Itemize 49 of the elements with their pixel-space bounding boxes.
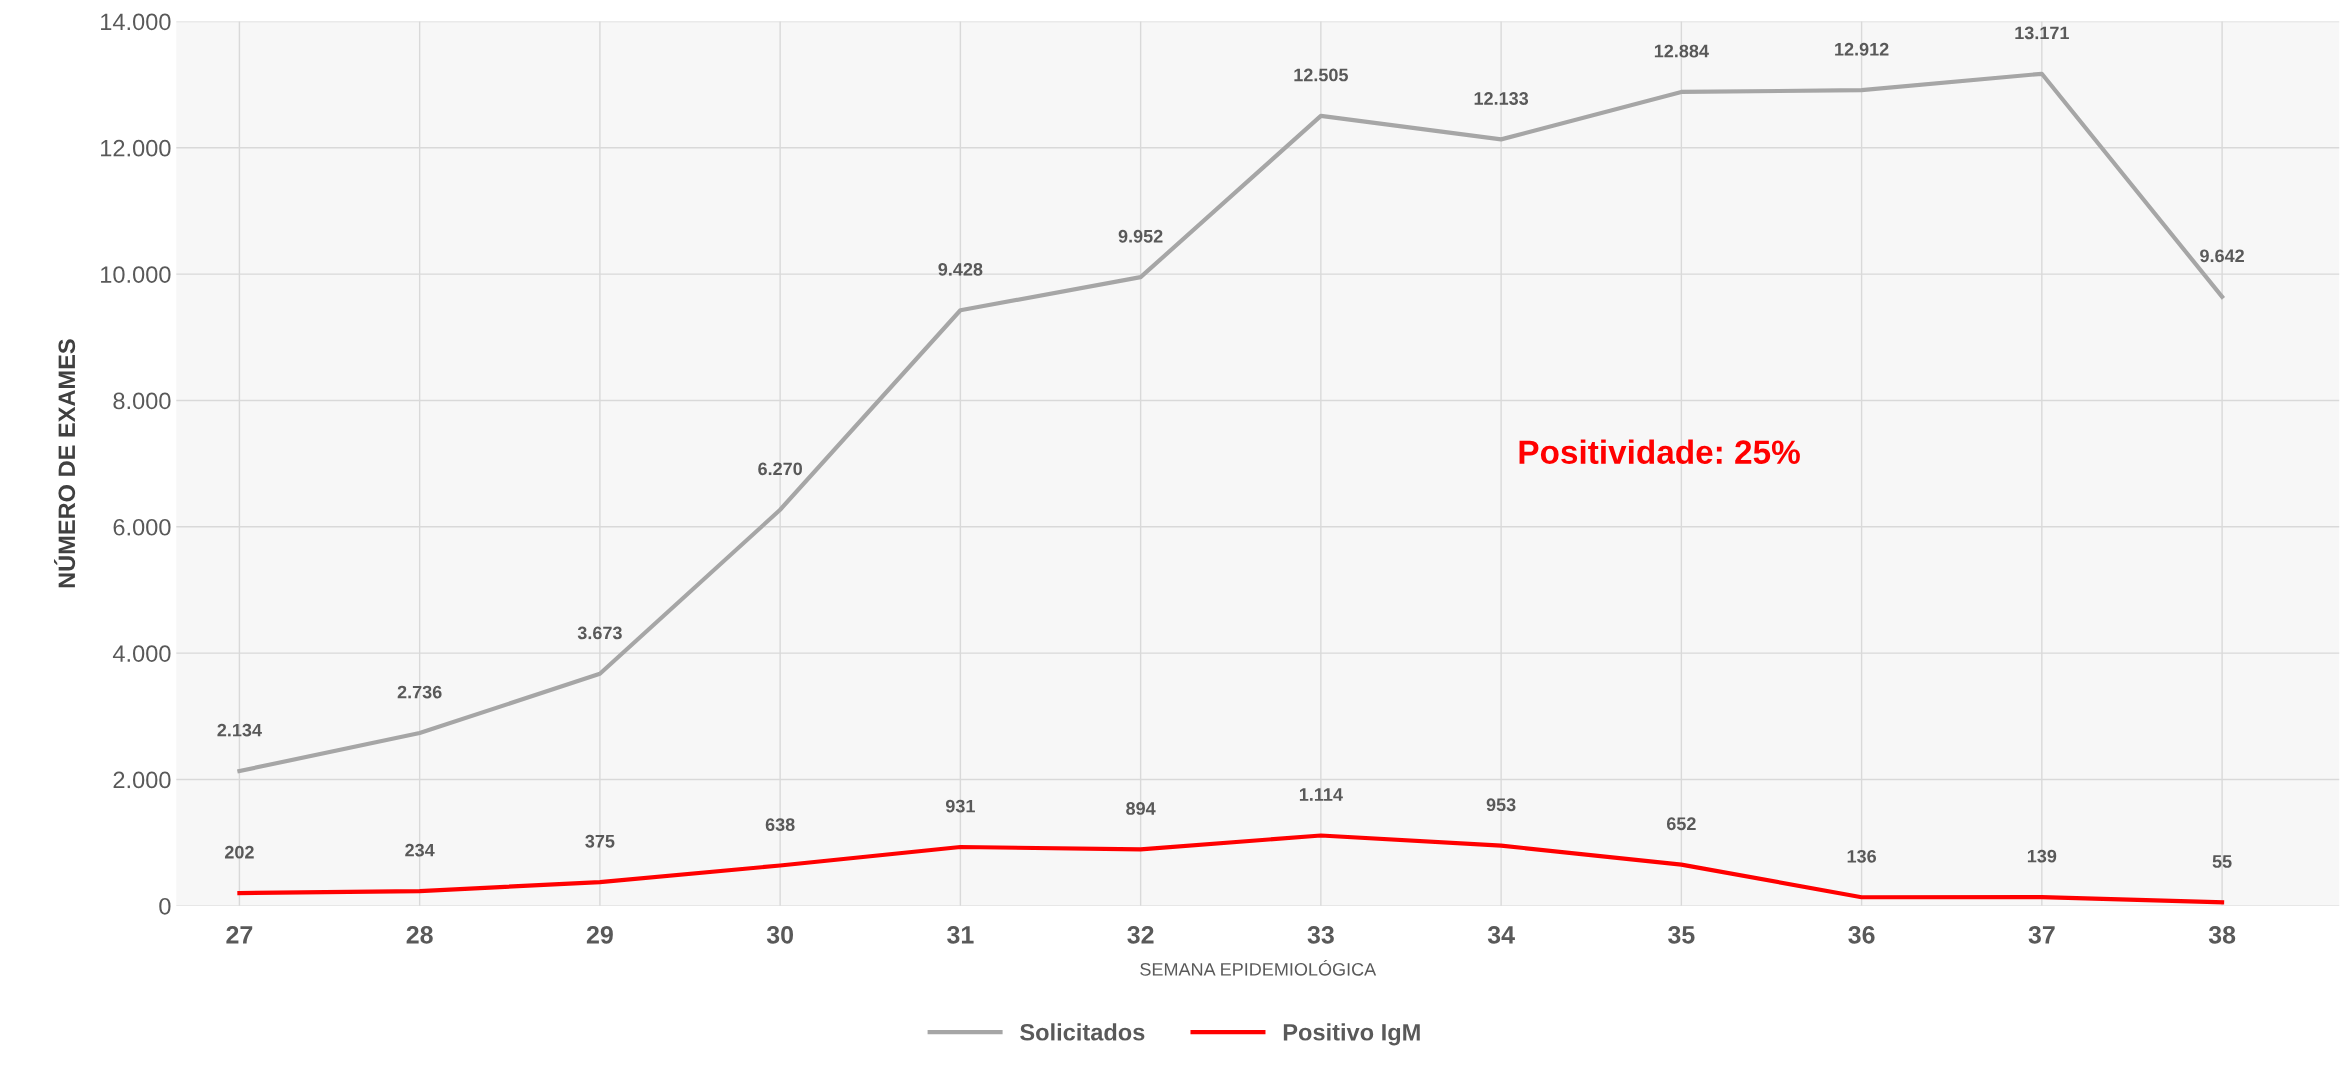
data-label: 13.171 [2015, 26, 2069, 40]
data-label: 9.428 [938, 262, 983, 276]
data-label: 12.505 [1294, 68, 1348, 82]
y-axis-title: NÚMERO DE EXAMES [53, 339, 76, 588]
y-tick-label: 8.000 [113, 392, 171, 410]
annotation: Positividade: 25% [1519, 439, 1800, 464]
data-label: 9.642 [2200, 249, 2244, 263]
x-tick-label: 28 [406, 925, 433, 944]
data-label: 9.952 [1118, 229, 1163, 243]
data-label: 2.134 [217, 723, 262, 737]
x-tick-label: 35 [1668, 925, 1695, 944]
data-label: 136 [1847, 849, 1877, 863]
y-tick-label: 14.000 [101, 13, 171, 31]
x-tick-label: 34 [1487, 925, 1515, 944]
data-label: 234 [405, 843, 435, 857]
x-tick-label: 31 [947, 925, 974, 944]
y-tick-label: 2.000 [113, 771, 171, 789]
data-label: 3.673 [577, 626, 622, 640]
data-label: 12.912 [1835, 42, 1889, 56]
data-label: 652 [1666, 817, 1696, 831]
x-tick-label: 33 [1307, 925, 1334, 944]
x-tick-label: 36 [1848, 925, 1875, 944]
data-label: 2.736 [397, 685, 442, 699]
data-label: 1.114 [1299, 788, 1343, 801]
x-tick-label: 32 [1127, 925, 1154, 944]
data-label: 202 [224, 845, 254, 859]
y-tick-label: 10.000 [101, 266, 171, 283]
x-tick-label: 30 [766, 925, 794, 944]
data-label: 931 [945, 799, 975, 813]
data-label: 12.884 [1654, 44, 1709, 58]
y-tick-label: 12.000 [101, 139, 171, 157]
legend-label: Positivo IgM [1283, 1023, 1420, 1046]
data-label: 375 [585, 834, 615, 848]
data-label: 12.133 [1474, 92, 1529, 105]
y-tick-label: 6.000 [113, 518, 171, 536]
legend-label: Solicitados [1020, 1023, 1145, 1041]
x-tick-label: 29 [586, 925, 613, 944]
x-tick-label: 38 [2208, 925, 2236, 944]
data-label: 6.270 [758, 462, 802, 476]
x-tick-label: 37 [2028, 925, 2055, 944]
y-tick-label: 0 [159, 897, 171, 915]
x-tick-label: 27 [226, 925, 253, 944]
x-axis-title: SEMANA EPIDEMIOLÓGICA [1140, 959, 1377, 976]
data-label: 638 [765, 818, 795, 832]
data-label: 953 [1486, 798, 1516, 812]
y-tick-label: 4.000 [112, 645, 171, 662]
data-label: 55 [2212, 855, 2232, 868]
data-label: 139 [2027, 849, 2057, 863]
data-label: 894 [1126, 802, 1156, 815]
